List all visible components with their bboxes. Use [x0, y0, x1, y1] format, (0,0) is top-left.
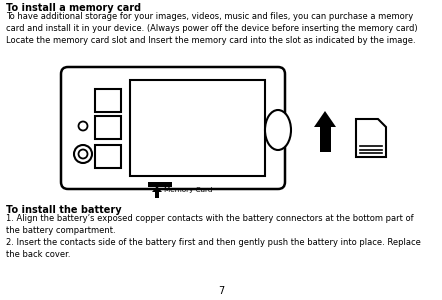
Text: To install the battery: To install the battery [6, 205, 122, 215]
Circle shape [74, 145, 92, 163]
Bar [320, 127, 331, 152]
FancyBboxPatch shape [61, 67, 285, 189]
Polygon shape [152, 186, 162, 192]
Polygon shape [356, 119, 386, 157]
Bar [130, 80, 265, 176]
Bar [95, 89, 121, 112]
Circle shape [79, 149, 88, 158]
Text: To install a memory card: To install a memory card [6, 3, 141, 13]
Circle shape [79, 122, 88, 130]
Text: To have additional storage for your images, videos, music and files, you can pur: To have additional storage for your imag… [6, 12, 418, 45]
Ellipse shape [265, 110, 291, 150]
Bar [148, 182, 172, 187]
Bar [95, 145, 121, 168]
Polygon shape [314, 111, 336, 127]
Text: 7: 7 [218, 286, 224, 296]
Bar [95, 116, 121, 139]
Text: Memory Card: Memory Card [164, 187, 213, 193]
Bar [155, 192, 159, 198]
Text: 1. Align the battery’s exposed copper contacts with the battery connectors at th: 1. Align the battery’s exposed copper co… [6, 214, 421, 260]
